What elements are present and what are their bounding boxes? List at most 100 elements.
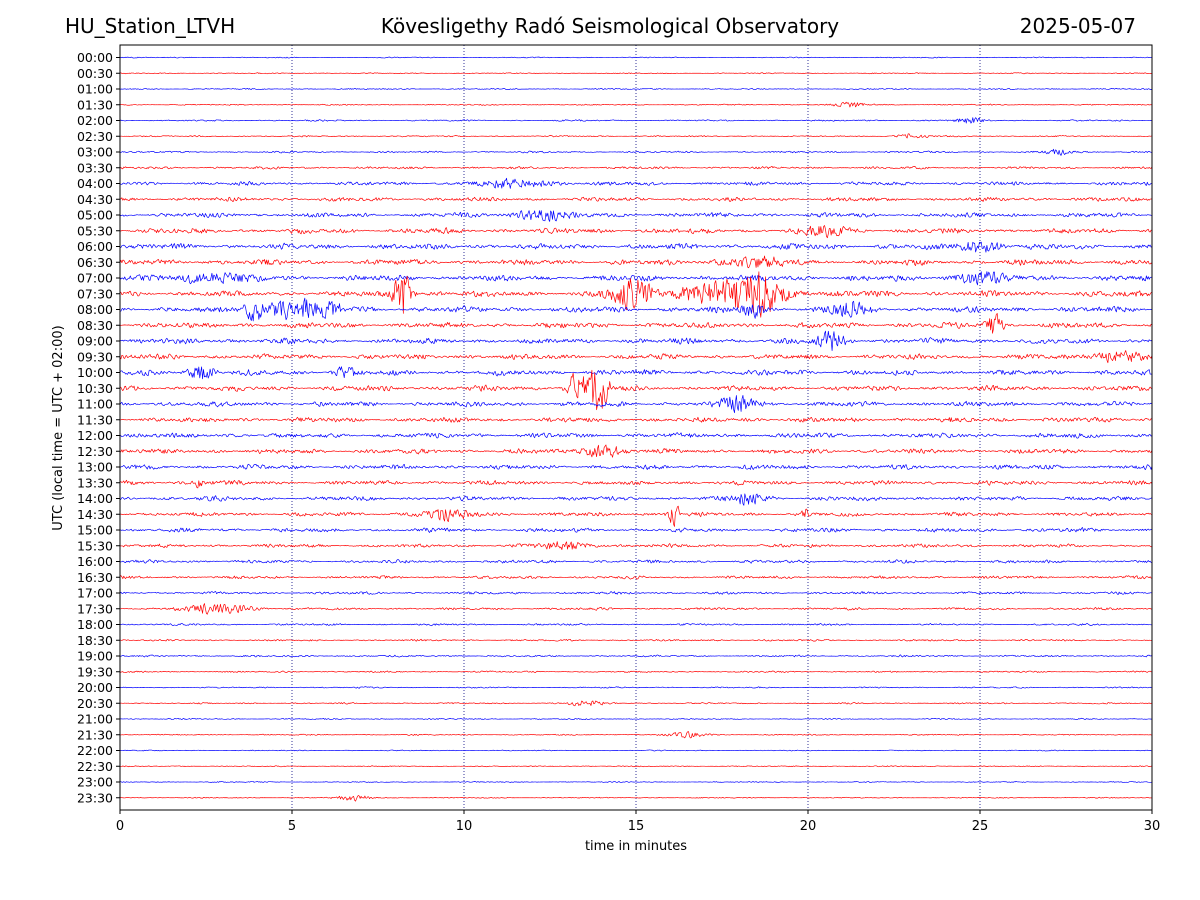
trace-0300	[119, 148, 1153, 156]
y-tick-label: 19:00	[77, 649, 113, 664]
y-tick-label: 02:00	[77, 113, 113, 128]
y-tick-label: 10:30	[77, 381, 113, 396]
y-tick-label: 00:00	[77, 50, 113, 65]
trace-2100	[119, 717, 1153, 721]
trace-0230	[119, 133, 1153, 139]
trace-0430	[119, 196, 1153, 202]
grid-lines	[291, 45, 981, 810]
trace-1330	[119, 479, 1153, 489]
y-tick-label: 02:30	[77, 129, 113, 144]
trace-1730	[119, 603, 1153, 615]
y-tick-label: 12:30	[77, 444, 113, 459]
y-tick-label: 06:30	[77, 255, 113, 270]
trace-0700	[119, 271, 1153, 286]
y-tick-label: 14:30	[77, 507, 113, 522]
y-tick-label: 20:30	[77, 696, 113, 711]
y-tick-label: 01:30	[77, 97, 113, 112]
y-tick-label: 10:00	[77, 365, 113, 380]
trace-1130	[119, 416, 1153, 423]
trace-0000	[119, 56, 1153, 59]
x-tick-label: 30	[1144, 819, 1161, 834]
y-tick-label: 13:00	[77, 460, 113, 475]
trace-0330	[119, 166, 1153, 170]
y-tick-label: 08:00	[77, 302, 113, 317]
x-tick-label: 25	[972, 819, 989, 834]
y-axis-label: UTC (local time = UTC + 02:00)	[51, 325, 66, 530]
trace-0930	[119, 350, 1153, 364]
trace-2130	[119, 731, 1153, 739]
y-tick-label: 03:30	[77, 160, 113, 175]
trace-1630	[119, 575, 1153, 580]
y-tick-label: 20:00	[77, 680, 113, 695]
y-tick-label: 23:30	[77, 790, 113, 805]
trace-0730	[119, 271, 1153, 318]
seismic-traces	[119, 56, 1153, 802]
x-tick-label: 20	[800, 819, 817, 834]
y-tick-label: 09:00	[77, 334, 113, 349]
station-name: HU_Station_LTVH	[65, 14, 236, 38]
y-tick-label: 22:30	[77, 759, 113, 774]
y-tick-label: 06:00	[77, 239, 113, 254]
trace-1600	[119, 559, 1153, 564]
y-axis-ticks: 00:0000:3001:0001:3002:0002:3003:0003:30…	[77, 50, 120, 805]
trace-1830	[119, 638, 1153, 642]
trace-2000	[119, 686, 1153, 689]
y-tick-label: 22:00	[77, 743, 113, 758]
y-tick-label: 01:00	[77, 82, 113, 97]
trace-0030	[119, 72, 1153, 75]
observatory-title: Kövesligethy Radó Seismological Observat…	[380, 14, 840, 38]
x-axis-ticks: 0 5 10 15 20 25 30	[116, 810, 1160, 834]
x-tick-label: 15	[628, 819, 645, 834]
trace-2330	[119, 795, 1153, 802]
y-tick-label: 19:30	[77, 664, 113, 679]
trace-0500	[119, 210, 1153, 222]
y-tick-label: 12:00	[77, 428, 113, 443]
trace-1030	[119, 369, 1153, 411]
y-tick-label: 21:30	[77, 727, 113, 742]
x-tick-label: 10	[456, 819, 473, 834]
trace-1100	[119, 395, 1153, 414]
y-tick-label: 16:30	[77, 570, 113, 585]
y-tick-label: 16:00	[77, 554, 113, 569]
y-tick-label: 05:00	[77, 208, 113, 223]
y-tick-label: 13:30	[77, 475, 113, 490]
y-tick-label: 11:30	[77, 412, 113, 427]
trace-0400	[119, 177, 1153, 189]
y-tick-label: 14:00	[77, 491, 113, 506]
trace-0800	[119, 297, 1153, 322]
x-tick-label: 0	[116, 819, 124, 834]
y-tick-label: 18:00	[77, 617, 113, 632]
trace-0530	[119, 225, 1153, 239]
y-tick-label: 08:30	[77, 318, 113, 333]
y-tick-label: 04:00	[77, 176, 113, 191]
y-tick-label: 15:30	[77, 538, 113, 553]
trace-2300	[119, 781, 1153, 783]
y-tick-label: 23:00	[77, 775, 113, 790]
y-tick-label: 11:00	[77, 397, 113, 412]
trace-1400	[119, 493, 1153, 506]
trace-1430	[119, 505, 1153, 527]
trace-2230	[119, 765, 1153, 768]
trace-1800	[119, 622, 1153, 627]
y-tick-label: 03:00	[77, 145, 113, 160]
y-tick-label: 07:30	[77, 286, 113, 301]
trace-1500	[119, 527, 1153, 533]
trace-1930	[119, 670, 1153, 673]
trace-1200	[119, 432, 1153, 439]
y-tick-label: 00:30	[77, 66, 113, 81]
trace-2030	[119, 700, 1153, 707]
x-axis-label: time in minutes	[585, 839, 687, 854]
trace-1700	[119, 591, 1153, 595]
trace-0630	[119, 255, 1153, 269]
trace-0130	[119, 101, 1153, 108]
trace-1000	[119, 366, 1153, 380]
trace-1900	[119, 654, 1153, 658]
x-tick-label: 5	[288, 819, 296, 834]
trace-0100	[119, 87, 1153, 91]
y-tick-label: 07:00	[77, 271, 113, 286]
y-tick-label: 05:30	[77, 223, 113, 238]
trace-0830	[119, 313, 1153, 334]
y-tick-label: 04:30	[77, 192, 113, 207]
y-tick-label: 15:00	[77, 523, 113, 538]
